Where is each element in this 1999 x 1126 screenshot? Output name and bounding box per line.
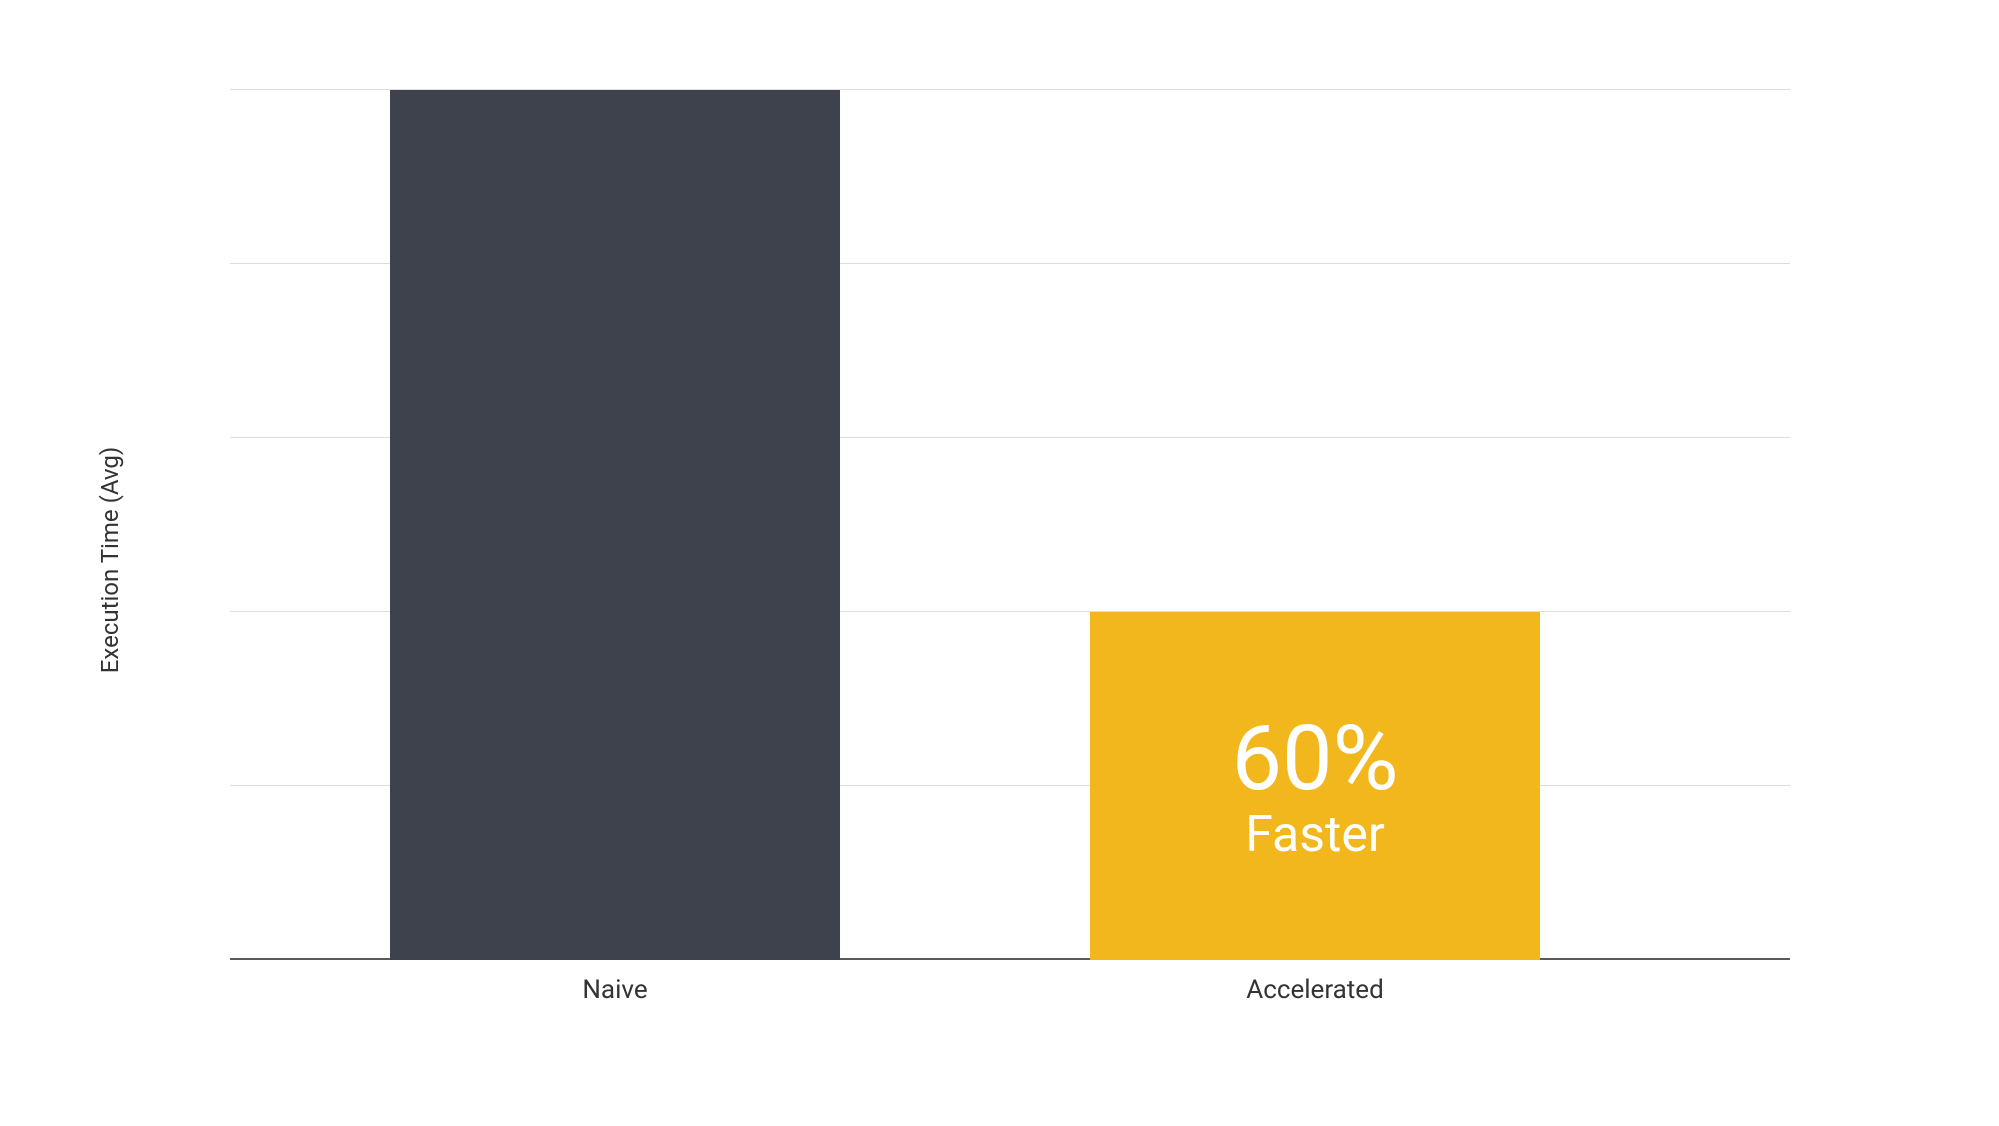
bar-accelerated: 60%Faster: [1090, 612, 1540, 960]
annotation-sublabel: Faster: [1090, 808, 1540, 863]
bar-naive: [390, 90, 840, 960]
x-axis-label-accelerated: Accelerated: [1246, 975, 1383, 1005]
annotation-value: 60%: [1090, 709, 1540, 808]
y-axis-label: Execution Time (Avg): [96, 447, 124, 673]
x-axis-label-naive: Naive: [582, 975, 647, 1005]
plot-area: 60%Faster: [230, 90, 1790, 960]
bar-annotation: 60%Faster: [1090, 709, 1540, 863]
chart-container: Execution Time (Avg) 60%Faster NaiveAcce…: [150, 90, 1850, 1030]
